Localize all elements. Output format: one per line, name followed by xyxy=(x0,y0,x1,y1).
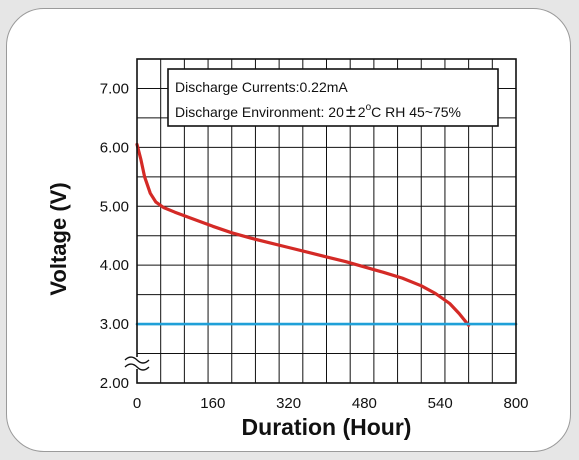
y-tick-labels: 2.00 3.00 4.00 5.00 6.00 7.00 xyxy=(100,80,129,392)
x-tick-label: 0 xyxy=(133,395,141,412)
axis-break-gap xyxy=(131,357,143,369)
y-tick-label: 5.00 xyxy=(100,198,129,215)
axis-break-mark xyxy=(124,356,150,371)
y-tick-label: 4.00 xyxy=(100,257,129,274)
axis-break-wave-top xyxy=(124,356,150,364)
y-tick-label: 3.00 xyxy=(100,316,129,333)
x-tick-label: 320 xyxy=(276,395,301,412)
annotation-line-2: Discharge Environment: 20 ±2oC RH 45~75% xyxy=(175,101,461,121)
x-tick-label: 800 xyxy=(503,395,528,412)
x-tick-label: 480 xyxy=(352,395,377,412)
y-tick-label: 7.00 xyxy=(100,80,129,97)
y-axis-title: Voltage (V) xyxy=(46,182,71,295)
x-tick-label: 160 xyxy=(200,395,225,412)
y-tick-label: 2.00 xyxy=(100,375,129,392)
axis-break-wave-bottom xyxy=(124,363,150,371)
annotation-line-1: Discharge Currents:0.22mA xyxy=(175,79,348,95)
y-tick-label: 6.00 xyxy=(100,139,129,156)
x-tick-label: 540 xyxy=(428,395,453,412)
annotation-box: Discharge Currents:0.22mA Discharge Envi… xyxy=(167,68,499,127)
x-axis-title: Duration (Hour) xyxy=(242,414,412,440)
plot-frame xyxy=(136,58,517,384)
series-lines xyxy=(135,142,518,327)
discharge-curve xyxy=(135,142,471,327)
x-tick-labels: 0 160 320 480 540 800 xyxy=(133,395,529,412)
